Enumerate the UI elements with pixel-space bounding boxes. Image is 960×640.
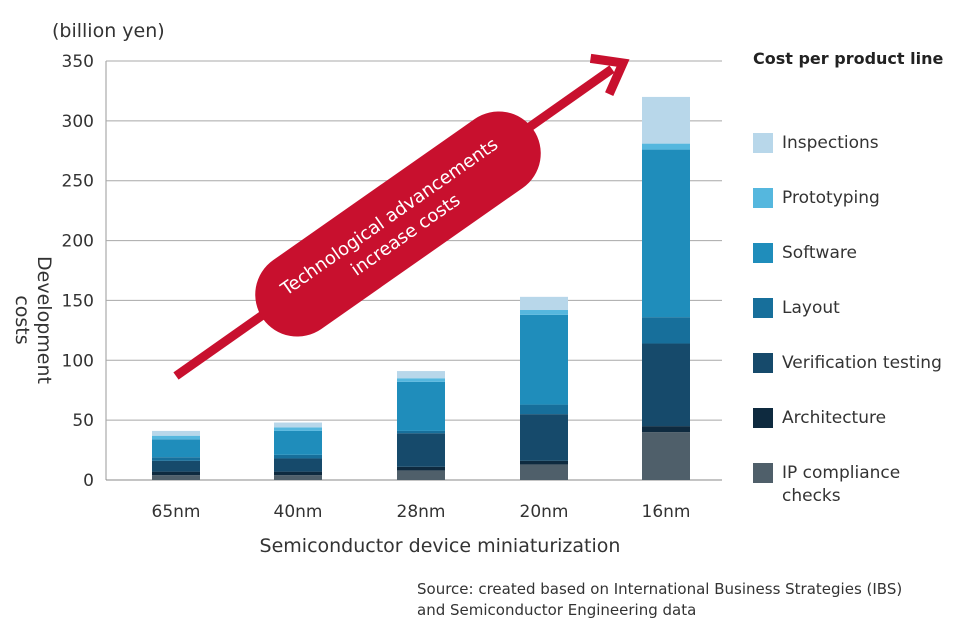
legend-label: Inspections [782, 133, 879, 153]
x-tick-label: 28nm [397, 502, 446, 522]
trend-arrow: Technological advancements increase cost… [173, 53, 630, 380]
legend-item: Inspections [753, 132, 953, 155]
source-line-1: Source: created based on International B… [417, 580, 903, 598]
source-note: Source: created based on International B… [417, 579, 947, 621]
bar-segment [274, 458, 322, 472]
legend-swatch [753, 298, 773, 318]
bar-segment [642, 432, 690, 480]
bar-segment [397, 466, 445, 471]
legend-item: Architecture [753, 407, 953, 430]
y-tick-label: 250 [62, 172, 94, 192]
legend-label: IP compliance checks [782, 463, 901, 506]
bar-segment [642, 426, 690, 433]
y-tick-label: 300 [62, 112, 94, 132]
legend-swatch [753, 463, 773, 483]
y-tick-label: 200 [62, 232, 94, 252]
y-tick-label: 50 [72, 411, 94, 431]
legend-item: Verification testing [753, 352, 953, 375]
legend-label: Prototyping [782, 188, 880, 208]
y-axis-title: Development costs [11, 256, 55, 384]
legend-item: Software [753, 242, 953, 265]
bar-segment [274, 471, 322, 476]
bar-segment [274, 475, 322, 480]
bar-segment [397, 433, 445, 467]
source-line-2: and Semiconductor Engineering data [417, 601, 697, 619]
bar-segment [520, 414, 568, 461]
bar-segment [520, 310, 568, 315]
trend-arrow-head [589, 53, 630, 96]
legend-item: Layout [753, 297, 953, 320]
bar-segment [274, 427, 322, 431]
bar-segment [642, 317, 690, 344]
legend-label: Software [782, 243, 857, 263]
bar-segment [642, 149, 690, 318]
bar-segment [520, 404, 568, 415]
y-tick-label: 100 [62, 351, 94, 371]
bar-segment [520, 460, 568, 465]
bar-segment [520, 296, 568, 311]
legend-label: Verification testing [782, 353, 942, 373]
legend-label: Architecture [782, 408, 887, 428]
legend-title: Cost per product line [753, 49, 944, 68]
bar-segment [152, 471, 200, 476]
annotation-pill [255, 111, 541, 337]
bar-segment [397, 381, 445, 431]
bar-segment [152, 457, 200, 461]
legend-label: Layout [782, 298, 840, 318]
legend-swatch [753, 133, 773, 153]
bar-segment [520, 464, 568, 480]
x-tick-label: 16nm [642, 502, 691, 522]
bar-segment [642, 343, 690, 427]
legend-item: IP compliance checks [753, 462, 953, 508]
x-tick-label: 20nm [520, 502, 569, 522]
bar-segment [152, 430, 200, 436]
y-unit-label: (billion yen) [52, 20, 165, 42]
y-tick-label: 350 [62, 52, 94, 72]
bar-segment [152, 435, 200, 440]
legend-swatch [753, 353, 773, 373]
bar-segment [274, 422, 322, 428]
legend-swatch [753, 243, 773, 263]
x-axis-title: Semiconductor device miniaturization [259, 535, 621, 557]
bar-segment [152, 439, 200, 458]
y-tick-label: 150 [62, 291, 94, 311]
legend-swatch [753, 408, 773, 428]
bar-segment [642, 143, 690, 150]
bar-segment [642, 96, 690, 144]
bar-segment [152, 475, 200, 480]
bar-segment [274, 454, 322, 459]
x-tick-label: 65nm [152, 502, 201, 522]
bar-segment [397, 371, 445, 379]
y-tick-labels: 0 50 100 150 200 250 300 350 [62, 52, 94, 491]
bar-segment [520, 314, 568, 405]
x-tick-labels: 65nm 40nm 28nm 20nm 16nm [152, 502, 691, 522]
bars [152, 96, 690, 480]
bar-segment [397, 430, 445, 434]
legend-swatch [753, 188, 773, 208]
bar-segment [397, 470, 445, 480]
bar-segment [397, 378, 445, 382]
bar-segment [152, 460, 200, 472]
x-tick-label: 40nm [274, 502, 323, 522]
bar-segment [274, 430, 322, 455]
legend-item: Prototyping [753, 187, 953, 210]
y-tick-label: 0 [83, 471, 94, 491]
